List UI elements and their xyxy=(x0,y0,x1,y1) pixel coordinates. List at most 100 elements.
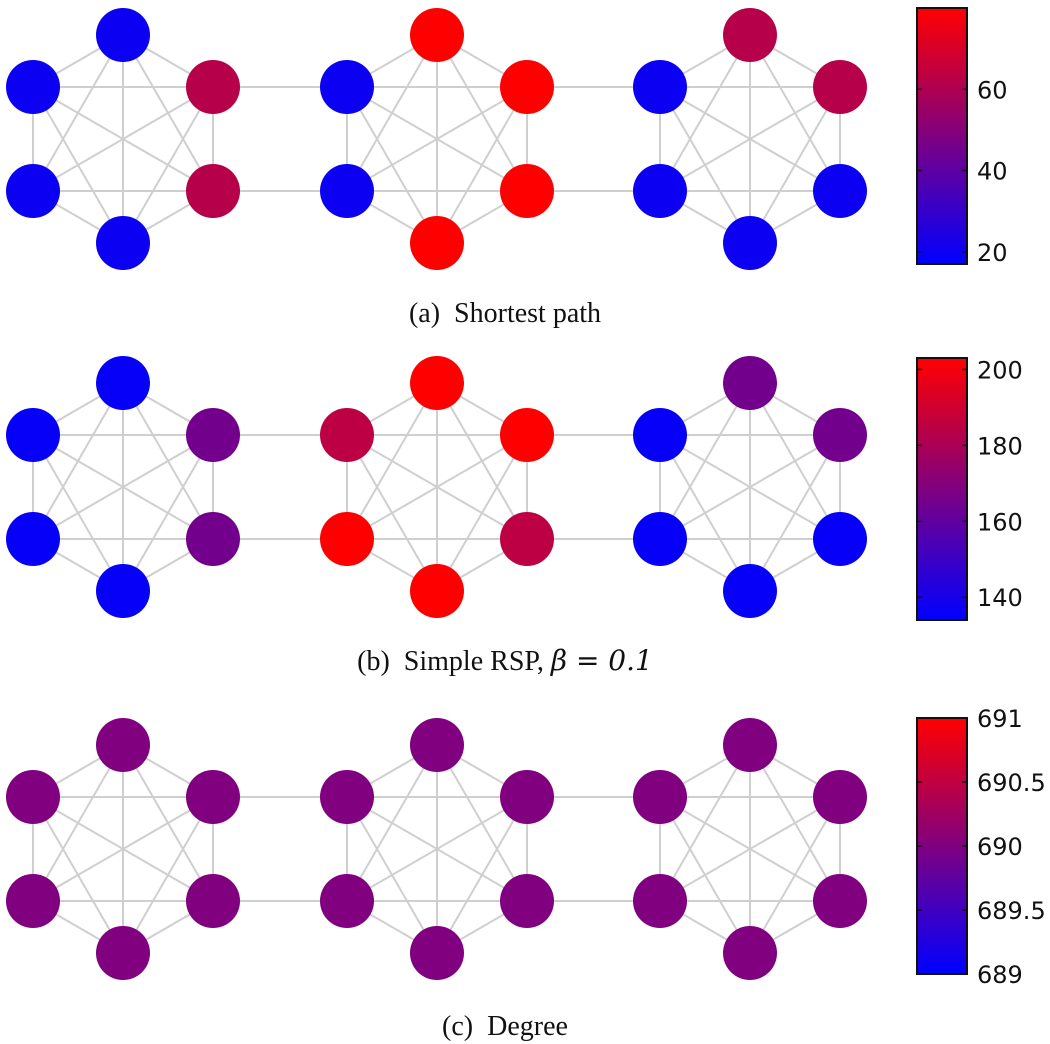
node-c-c0-n2 xyxy=(186,874,240,928)
edge-a-c0-2-5 xyxy=(32,86,214,192)
node-a-c0-n3 xyxy=(96,216,150,270)
node-c-c1-n4 xyxy=(320,874,374,928)
panel-b: 140 160 180 200 (b) Simple RSP, β = 0.1 xyxy=(6,356,1023,677)
colorbar-tick-label-b-2: 180 xyxy=(977,432,1023,460)
colorbar-gradient-b xyxy=(917,358,967,620)
colorbar-tick-label-c-3: 690.5 xyxy=(977,769,1046,797)
colorbar-tick-label-a-0: 20 xyxy=(977,239,1008,267)
edge-c-c0-2-5 xyxy=(32,796,214,902)
node-c-c1-n5 xyxy=(320,770,374,824)
node-b-c1-n2 xyxy=(500,512,554,566)
edge-c-c2-2-5 xyxy=(659,796,841,902)
node-a-c1-n3 xyxy=(410,216,464,270)
caption-b-text: (b) Simple RSP, xyxy=(357,646,551,677)
node-c-c2-n5 xyxy=(633,770,687,824)
node-a-c2-n1 xyxy=(813,60,867,114)
node-a-c0-n0 xyxy=(96,8,150,62)
colorbar-gradient-a xyxy=(917,8,967,264)
panel-a: 20 40 60 (a) Shortest path xyxy=(6,7,1008,329)
edge-b-c1-3-5 xyxy=(346,434,438,592)
network-b xyxy=(6,356,867,618)
edge-a-c2-2-5 xyxy=(659,86,841,192)
node-c-c1-n0 xyxy=(410,718,464,772)
colorbar-tick-label-b-3: 200 xyxy=(977,356,1023,384)
colorbar-c: 689 689.5 690 690.5 691 xyxy=(916,705,1046,989)
node-a-c2-n4 xyxy=(633,164,687,218)
node-a-c0-n1 xyxy=(186,60,240,114)
node-c-c2-n2 xyxy=(813,874,867,928)
node-b-c2-n0 xyxy=(723,356,777,410)
network-a xyxy=(6,8,867,270)
colorbar-b: 140 160 180 200 xyxy=(916,356,1023,621)
node-c-c0-n1 xyxy=(186,770,240,824)
node-b-c1-n5 xyxy=(320,408,374,462)
colorbar-tick-label-a-2: 60 xyxy=(977,76,1008,104)
node-a-c1-n5 xyxy=(320,60,374,114)
node-b-c2-n3 xyxy=(723,564,777,618)
node-b-c0-n0 xyxy=(96,356,150,410)
node-a-c1-n1 xyxy=(500,60,554,114)
node-b-c1-n1 xyxy=(500,408,554,462)
node-c-c0-n0 xyxy=(96,718,150,772)
colorbar-tick-label-a-1: 40 xyxy=(977,158,1008,186)
node-b-c1-n3 xyxy=(410,564,464,618)
colorbar-frame-a xyxy=(916,7,968,265)
node-a-c0-n4 xyxy=(6,164,60,218)
colorbar-tick-label-c-4: 691 xyxy=(977,705,1023,733)
node-c-c0-n4 xyxy=(6,874,60,928)
colorbar-tick-label-c-1: 689.5 xyxy=(977,897,1046,925)
node-b-c2-n4 xyxy=(633,512,687,566)
caption-b: (b) Simple RSP, β = 0.1 xyxy=(357,644,653,677)
edge-b-c0-2-5 xyxy=(32,434,214,540)
node-c-c2-n3 xyxy=(723,926,777,980)
node-a-c0-n5 xyxy=(6,60,60,114)
node-a-c2-n5 xyxy=(633,60,687,114)
node-a-c1-n4 xyxy=(320,164,374,218)
edges-c xyxy=(32,744,841,954)
node-b-c2-n2 xyxy=(813,512,867,566)
node-b-c0-n3 xyxy=(96,564,150,618)
node-a-c2-n3 xyxy=(723,216,777,270)
caption-a: (a) Shortest path xyxy=(409,298,601,329)
edge-a-c1-2-5 xyxy=(346,86,528,192)
colorbar-tick-label-b-1: 160 xyxy=(977,508,1023,536)
node-c-c1-n3 xyxy=(410,926,464,980)
edge-c-c2-3-5 xyxy=(659,796,751,954)
node-b-c0-n1 xyxy=(186,408,240,462)
colorbar-gradient-c xyxy=(917,718,967,974)
panel-c: 689 689.5 690 690.5 691 (c) Degree xyxy=(6,705,1046,1042)
node-a-c1-n2 xyxy=(500,164,554,218)
edge-c-c1-2-5 xyxy=(346,796,528,902)
colorbar-tick-label-c-2: 690 xyxy=(977,833,1023,861)
node-a-c2-n2 xyxy=(813,164,867,218)
edge-a-c2-3-5 xyxy=(659,86,751,244)
node-c-c1-n2 xyxy=(500,874,554,928)
edges-a xyxy=(32,34,841,244)
node-b-c1-n4 xyxy=(320,512,374,566)
colorbar-a: 20 40 60 xyxy=(916,7,1008,267)
node-b-c1-n0 xyxy=(410,356,464,410)
node-c-c0-n3 xyxy=(96,926,150,980)
node-a-c2-n0 xyxy=(723,8,777,62)
network-c xyxy=(6,718,867,980)
node-c-c1-n1 xyxy=(500,770,554,824)
node-c-c2-n4 xyxy=(633,874,687,928)
edge-b-c0-3-5 xyxy=(32,434,124,592)
colorbar-tick-label-b-0: 140 xyxy=(977,584,1023,612)
nodes-a xyxy=(6,8,867,270)
nodes-b xyxy=(6,356,867,618)
node-c-c2-n0 xyxy=(723,718,777,772)
node-b-c2-n1 xyxy=(813,408,867,462)
node-b-c0-n2 xyxy=(186,512,240,566)
node-b-c0-n4 xyxy=(6,512,60,566)
edge-a-c0-3-5 xyxy=(32,86,124,244)
edges-b xyxy=(32,382,841,592)
node-b-c2-n5 xyxy=(633,408,687,462)
edge-b-c2-3-5 xyxy=(659,434,751,592)
caption-c: (c) Degree xyxy=(442,1011,568,1042)
colorbar-frame-b xyxy=(916,357,968,621)
node-a-c0-n2 xyxy=(186,164,240,218)
edge-a-c1-3-5 xyxy=(346,86,438,244)
edge-c-c1-3-5 xyxy=(346,796,438,954)
